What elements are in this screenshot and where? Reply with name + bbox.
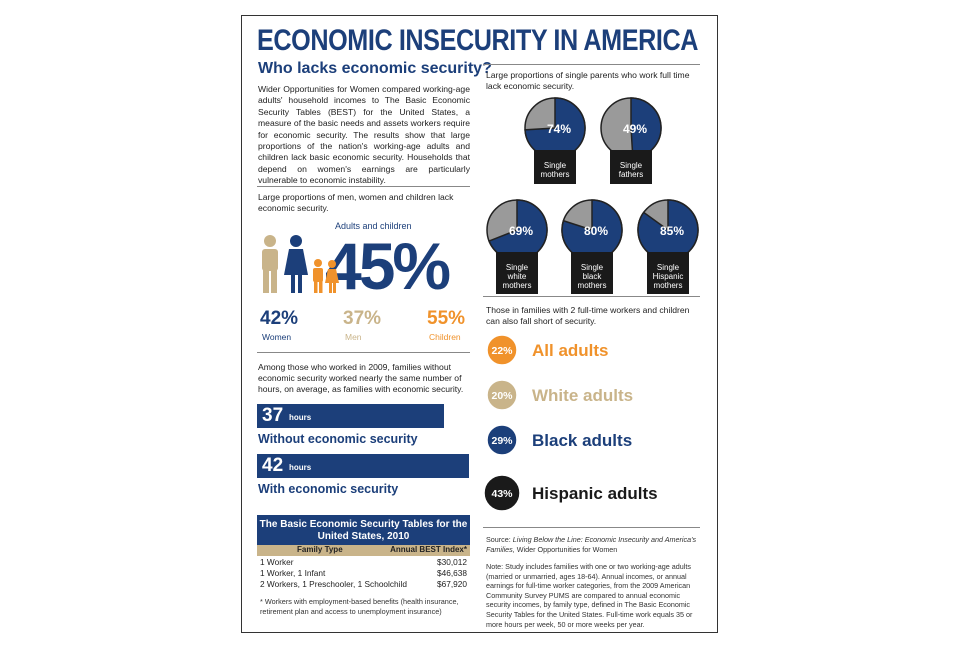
badge-value: 20%: [491, 390, 513, 402]
table-header: Family Type Annual BEST Index*: [257, 545, 470, 556]
table-cell: 1 Worker, 1 Infant: [260, 568, 326, 578]
pie-label-box: Single mothers: [534, 150, 576, 184]
group-label: Children: [429, 332, 461, 342]
badge: [486, 334, 518, 366]
table-cell: $46,638: [437, 568, 467, 578]
hours-label: Without economic security: [258, 432, 418, 446]
hours-unit: hours: [289, 413, 312, 422]
badge-label: All adults: [532, 341, 609, 360]
badge-label: Hispanic adults: [532, 484, 658, 503]
table-cell: $30,012: [437, 557, 467, 567]
table-cell: 1 Worker: [260, 557, 294, 567]
divider: [483, 296, 700, 297]
column-header: Family Type: [297, 545, 343, 554]
pie-slice: [524, 97, 586, 159]
frame: [241, 15, 718, 633]
divider: [483, 527, 700, 528]
hours-bar: [257, 404, 444, 428]
pie-value: 80%: [584, 224, 608, 238]
two-workers-caption: Those in families with 2 full-time worke…: [486, 305, 690, 326]
badge: [486, 424, 518, 456]
table-cell: $67,920: [437, 579, 467, 589]
badge-label: Black adults: [532, 431, 632, 450]
hours-unit: hours: [289, 463, 312, 472]
pie-value: 85%: [660, 224, 684, 238]
group-value: 42%: [260, 308, 299, 329]
source-org: Wider Opportunities for Women: [516, 545, 618, 554]
hours-bar: [257, 454, 470, 478]
subtitle: Who lacks economic security?: [258, 60, 492, 77]
people-icons: [262, 235, 339, 293]
column-header: Annual BEST Index*: [390, 545, 467, 554]
hours-label: With economic security: [258, 482, 399, 496]
divider: [483, 64, 700, 65]
badge-value: 29%: [491, 435, 513, 447]
table-cell: 2 Workers, 1 Preschooler, 1 Schoolchild: [260, 579, 407, 589]
hours-value: 37: [262, 405, 284, 426]
pie-label-box: Single Hispanic mothers: [647, 252, 689, 294]
divider: [257, 186, 470, 187]
badge-value: 22%: [491, 345, 513, 357]
pie-value: 69%: [509, 224, 533, 238]
source: Source: Living Below the Line: Economic …: [486, 535, 698, 555]
group-label: Women: [262, 332, 292, 342]
note: Note: Study includes families with one o…: [486, 562, 693, 629]
badge: [486, 379, 518, 411]
hours-caption: Among those who worked in 2009, families…: [258, 362, 464, 394]
group-label: Men: [345, 332, 362, 342]
source-title: Living Below the Line: Economic Insecuri…: [486, 535, 697, 554]
title: ECONOMIC INSECURITY IN AMERICA: [257, 24, 699, 57]
single-parents-caption: Large proportions of single parents who …: [486, 70, 690, 91]
headline-label: Adults and children: [335, 221, 412, 231]
pie-value: 49%: [623, 122, 647, 136]
table-footnote: * Workers with employment-based benefits…: [260, 597, 459, 616]
badge-value: 43%: [491, 488, 513, 500]
pie-label-box: Single fathers: [610, 150, 652, 184]
badge: [483, 474, 521, 512]
divider: [257, 352, 470, 353]
pie-label-box: Single black mothers: [571, 252, 613, 294]
hours-value: 42: [262, 455, 284, 476]
population-caption: Large proportions of men, women and chil…: [258, 192, 454, 213]
headline-value: 45%: [325, 229, 451, 303]
table-title: The Basic Economic Security Tables for t…: [257, 515, 470, 545]
pie-label-box: Single white mothers: [496, 252, 538, 294]
best-table: The Basic Economic Security Tables for t…: [257, 515, 470, 592]
badge-label: White adults: [532, 386, 633, 405]
pie-value: 74%: [547, 122, 571, 136]
group-value: 37%: [343, 308, 382, 329]
group-value: 55%: [427, 308, 466, 329]
intro: Wider Opportunities for Women compared w…: [258, 84, 470, 186]
source-prefix: Source:: [486, 535, 511, 544]
